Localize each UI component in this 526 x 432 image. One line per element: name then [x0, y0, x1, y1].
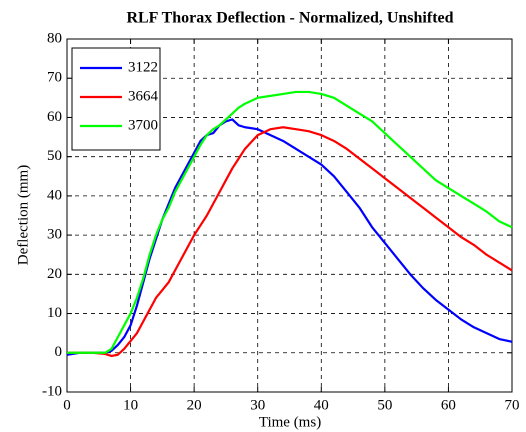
- y-tick-label: 80: [47, 30, 62, 46]
- data-line: [67, 126, 513, 358]
- plot-frame: [66, 38, 513, 393]
- x-tick-label: 70: [505, 397, 520, 413]
- y-tick-label: 30: [47, 227, 62, 243]
- x-tick-label: 50: [377, 397, 392, 413]
- data-line: [67, 90, 513, 354]
- x-tick-label: 20: [187, 397, 202, 413]
- x-tick-label: 30: [250, 397, 265, 413]
- y-tick-label: 50: [47, 148, 62, 164]
- legend-label: 3700: [128, 117, 158, 133]
- y-axis-label: Deflection (mm): [15, 165, 31, 265]
- x-axis-label: Time (ms): [259, 414, 321, 430]
- x-tick-label: 0: [63, 397, 71, 413]
- legend-label: 3664: [128, 88, 159, 104]
- y-tick-label: 10: [47, 305, 62, 321]
- y-tick-label: 0: [55, 344, 63, 360]
- y-tick-label: -10: [42, 383, 62, 399]
- y-tick-label: 60: [47, 109, 62, 125]
- legend-box: [71, 47, 161, 151]
- y-tick-label: 70: [47, 70, 62, 86]
- y-tick-label: 20: [47, 266, 62, 282]
- x-tick-label: 40: [314, 397, 329, 413]
- legend-label: 3122: [128, 59, 158, 75]
- chart-title: RLF Thorax Deflection - Normalized, Unsh…: [126, 10, 453, 27]
- y-tick-label: 40: [47, 187, 62, 203]
- x-tick-label: 60: [441, 397, 456, 413]
- x-tick-label: 10: [123, 397, 138, 413]
- data-line: [66, 118, 513, 356]
